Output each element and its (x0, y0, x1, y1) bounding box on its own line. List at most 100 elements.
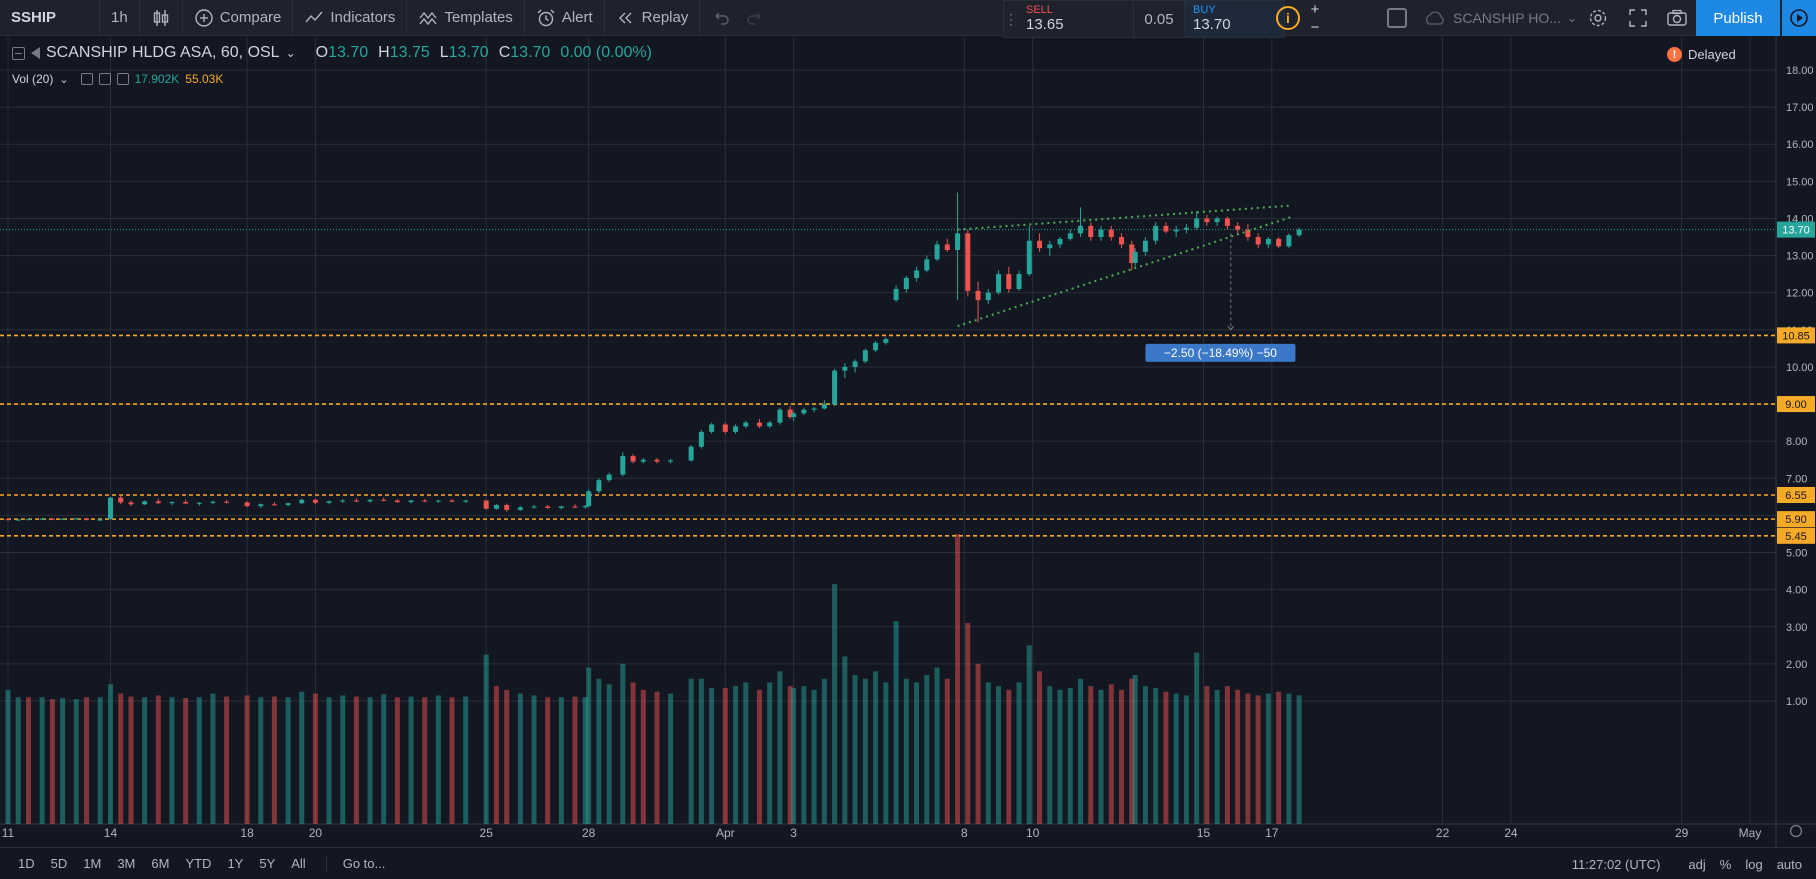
candle-body (1129, 244, 1135, 264)
volume-bar (1088, 686, 1094, 824)
templates-button[interactable]: Templates (407, 0, 525, 36)
chart-style-button[interactable] (140, 0, 183, 36)
adj-toggle[interactable]: adj (1688, 856, 1706, 872)
volume-bar (224, 696, 230, 824)
collapse-legend-icon[interactable] (12, 46, 25, 60)
volume-bar (606, 684, 612, 824)
info-icon[interactable]: i (1276, 6, 1300, 30)
interval-button[interactable]: 1h (100, 0, 140, 36)
price-tick-label: 17.00 (1786, 102, 1814, 114)
volume-bar (142, 697, 148, 824)
candle-body (224, 501, 230, 503)
volume-bar (1142, 686, 1148, 824)
range-5y[interactable]: 5Y (259, 856, 276, 871)
replay-button[interactable]: Replay (605, 0, 701, 36)
close-icon[interactable] (116, 73, 129, 85)
range-1y[interactable]: 1Y (227, 856, 244, 871)
symbol-search-button[interactable]: SSHIP (0, 0, 100, 36)
layout-select-icon[interactable] (1387, 8, 1407, 28)
sell-button[interactable]: SELL 13.65 (1018, 1, 1134, 37)
candle-body (210, 501, 216, 503)
indicators-button[interactable]: Indicators (293, 0, 408, 36)
cloud-icon (1425, 11, 1444, 25)
settings-icon[interactable] (98, 73, 111, 85)
candle-body (801, 409, 807, 414)
volume-bar (5, 689, 11, 824)
candle-body (340, 500, 346, 502)
clock-display[interactable]: 11:27:02 (UTC) (1571, 856, 1661, 872)
range-1d[interactable]: 1D (18, 856, 35, 871)
delayed-badge[interactable]: ! Delayed (1667, 47, 1736, 62)
candle-body (285, 503, 291, 506)
settings-button[interactable] (1580, 0, 1616, 36)
chart-canvas[interactable]: 18.0017.0016.0015.0014.0013.0012.0011.00… (0, 37, 1816, 847)
volume-bar (1163, 691, 1169, 824)
volume-bar (128, 696, 134, 824)
buy-button[interactable]: BUY 13.70 (1184, 1, 1284, 37)
chevron-down-icon[interactable]: ⌄ (59, 73, 69, 86)
volume-bar (955, 533, 961, 824)
measure-label-box (1145, 343, 1296, 362)
buy-label: BUY (1193, 4, 1216, 16)
zoom-in-button[interactable]: + (1310, 0, 1320, 18)
eye-icon[interactable] (80, 73, 93, 85)
volume-bar (668, 693, 674, 824)
volume-bar (722, 688, 728, 824)
volume-bar (493, 686, 499, 824)
candle-body (1047, 244, 1053, 249)
publish-play-button[interactable] (1782, 0, 1816, 36)
candle-body (15, 519, 21, 521)
volume-bar (1016, 682, 1022, 824)
candle-body (821, 404, 827, 409)
alert-button[interactable]: Alert (525, 0, 605, 36)
volume-bar (1245, 693, 1251, 824)
candle-body (842, 366, 848, 371)
volume-bar (1194, 652, 1200, 824)
percent-toggle[interactable]: % (1719, 856, 1732, 872)
candle-body (1132, 251, 1138, 264)
log-toggle[interactable]: log (1745, 856, 1763, 872)
time-tick-label: 22 (1436, 826, 1450, 840)
candle-body (883, 339, 889, 343)
compare-button[interactable]: Compare (183, 0, 294, 36)
volume-bar (545, 697, 551, 824)
axis-settings-icon[interactable] (1789, 824, 1803, 838)
layout-name-button[interactable]: SCANSHIP HO... ⌄ (1423, 0, 1577, 36)
range-6m[interactable]: 6M (151, 856, 170, 871)
fullscreen-button[interactable] (1620, 0, 1656, 36)
range-5d[interactable]: 5D (50, 856, 68, 871)
volume-bar (924, 675, 930, 824)
open-label: O (315, 44, 329, 61)
price-tick-label: 3.00 (1786, 622, 1807, 634)
range-3m[interactable]: 3M (117, 856, 136, 871)
series-legend: SCANSHIP HLDG ASA, 60, OSL ⌄ O13.70 H13.… (12, 44, 652, 62)
range-1m[interactable]: 1M (83, 856, 102, 871)
candle-body (1265, 238, 1271, 245)
candle-body (118, 497, 124, 503)
goto-button[interactable]: Go to... (325, 856, 385, 871)
candle-body (1194, 218, 1200, 228)
symbol-title[interactable]: SCANSHIP HLDG ASA, 60, OSL (46, 44, 280, 61)
redo-icon[interactable] (745, 8, 765, 28)
chevron-down-icon[interactable]: ⌄ (285, 46, 296, 60)
level-price-label: 10.85 (1782, 330, 1810, 342)
time-tick-label: 15 (1197, 826, 1211, 840)
range-all[interactable]: All (291, 856, 306, 871)
undo-icon[interactable] (711, 8, 731, 28)
volume-bar (449, 697, 455, 824)
snapshot-button[interactable] (1659, 0, 1695, 36)
volume-title[interactable]: Vol (20) (12, 72, 54, 86)
current-price-label: 13.70 (1782, 225, 1810, 237)
plus-circle-icon (194, 8, 213, 27)
volume-bar (903, 678, 909, 824)
auto-toggle[interactable]: auto (1776, 856, 1802, 872)
chevron-down-icon: ⌄ (1566, 11, 1577, 25)
candle-body (1057, 238, 1063, 245)
drag-handle-icon[interactable]: ⋮ (1004, 10, 1018, 27)
volume-bar (1204, 686, 1210, 824)
range-ytd[interactable]: YTD (185, 856, 212, 871)
candle-body (449, 500, 455, 502)
candle-body (1016, 274, 1022, 289)
zoom-out-button[interactable]: − (1310, 18, 1320, 36)
publish-button[interactable]: Publish (1696, 0, 1780, 36)
